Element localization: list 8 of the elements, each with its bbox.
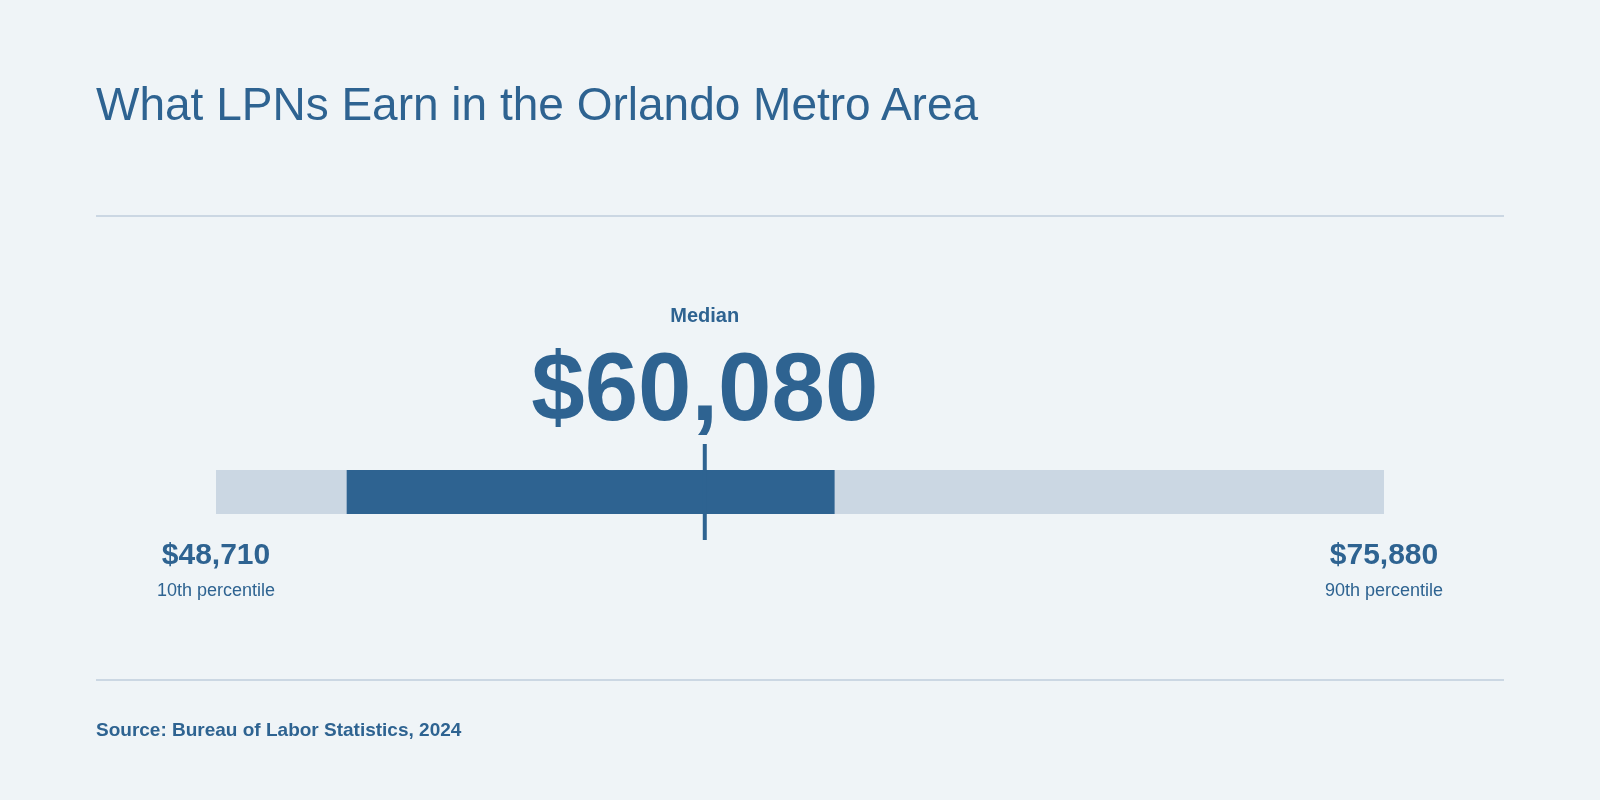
text: Median	[670, 304, 740, 326]
text: 10th percentile	[156, 580, 276, 600]
chart-title: What LPNs Earn in the Orlando Metro Area	[96, 78, 979, 130]
ref-line-label: $60,080	[531, 333, 879, 440]
text: 90th percentile	[1324, 580, 1444, 600]
x-tick-label: $75,880	[1329, 537, 1439, 570]
x-tick-label: $48,710	[161, 537, 271, 570]
source-note: Source: Bureau of Labor Statistics, 2024	[96, 719, 462, 740]
